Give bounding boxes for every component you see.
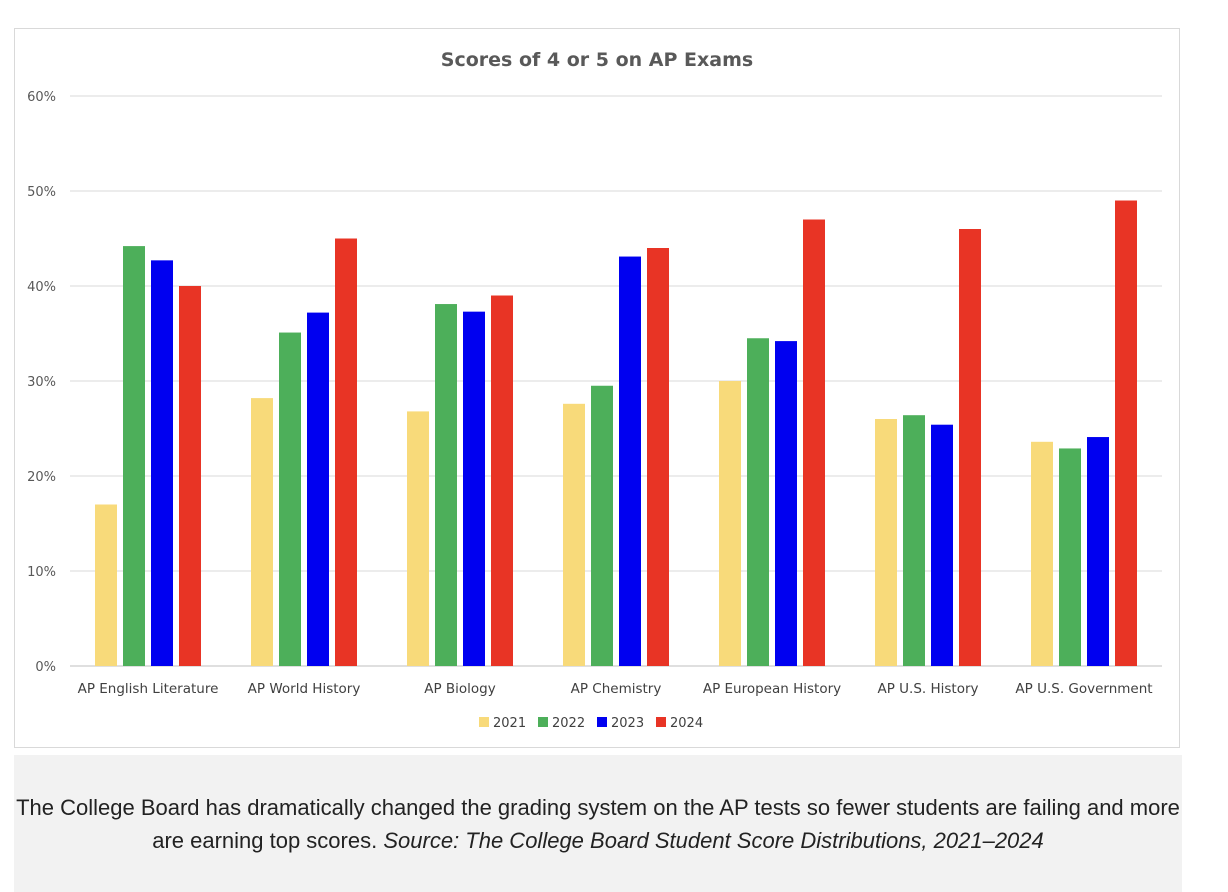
bar-2022-6: [1059, 448, 1081, 666]
bar-2021-5: [875, 419, 897, 666]
y-tick-label: 30%: [27, 375, 56, 390]
bar-2023-5: [931, 424, 953, 666]
bar-2024-1: [335, 238, 357, 666]
legend-swatch-2024: [656, 717, 666, 727]
bar-2022-1: [279, 332, 301, 666]
legend-label-2024: 2024: [670, 716, 703, 731]
bar-2023-0: [151, 260, 173, 666]
bar-2021-6: [1031, 441, 1053, 666]
y-tick-label: 20%: [27, 470, 56, 485]
bar-2022-4: [747, 338, 769, 666]
x-category-label: AP Biology: [424, 681, 496, 697]
legend: 2021 2022 2023 2024: [479, 716, 703, 731]
x-category-label: AP English Literature: [78, 681, 219, 697]
caption-source: Source: The College Board Student Score …: [383, 828, 1044, 853]
bars: [95, 200, 1137, 666]
figure-caption: The College Board has dramatically chang…: [14, 755, 1182, 892]
bar-2022-5: [903, 415, 925, 666]
bar-2022-0: [123, 246, 145, 666]
bar-2024-5: [959, 229, 981, 666]
bar-2024-2: [491, 295, 513, 666]
bar-2024-4: [803, 219, 825, 666]
x-category-label: AP World History: [248, 681, 361, 697]
y-axis-ticks: 0% 10% 20% 30% 40% 50% 60%: [27, 90, 56, 675]
y-tick-label: 50%: [27, 185, 56, 200]
caption-text: The College Board has dramatically chang…: [16, 795, 1180, 853]
bar-chart: Scores of 4 or 5 on AP Exams 0% 10% 20% 30%…: [27, 49, 1162, 731]
legend-label-2022: 2022: [552, 716, 585, 731]
bar-2022-2: [435, 304, 457, 666]
bar-2024-0: [179, 286, 201, 666]
bar-2023-2: [463, 311, 485, 666]
legend-swatch-2022: [538, 717, 548, 727]
gridlines: [70, 95, 1162, 667]
bar-2021-0: [95, 504, 117, 666]
x-category-label: AP Chemistry: [571, 681, 662, 697]
bar-2024-6: [1115, 200, 1137, 666]
bar-2021-3: [563, 403, 585, 666]
bar-2021-4: [719, 381, 741, 666]
bar-2024-3: [647, 248, 669, 666]
bar-2021-1: [251, 398, 273, 666]
x-category-label: AP European History: [703, 681, 841, 697]
legend-label-2023: 2023: [611, 716, 644, 731]
bar-2023-4: [775, 341, 797, 666]
legend-swatch-2021: [479, 717, 489, 727]
y-tick-label: 10%: [27, 565, 56, 580]
bar-2023-3: [619, 256, 641, 666]
legend-label-2021: 2021: [493, 716, 526, 731]
legend-swatch-2023: [597, 717, 607, 727]
chart-title: Scores of 4 or 5 on AP Exams: [441, 49, 753, 71]
x-category-label: AP U.S. Government: [1015, 681, 1152, 697]
y-tick-label: 40%: [27, 280, 56, 295]
bar-2023-6: [1087, 437, 1109, 666]
x-axis-categories: AP English Literature AP World History AP …: [78, 681, 1153, 697]
y-tick-label: 60%: [27, 90, 56, 105]
bar-2022-3: [591, 385, 613, 666]
bar-2021-2: [407, 411, 429, 666]
y-tick-label: 0%: [35, 660, 56, 675]
bar-2023-1: [307, 312, 329, 666]
x-category-label: AP U.S. History: [877, 681, 978, 697]
